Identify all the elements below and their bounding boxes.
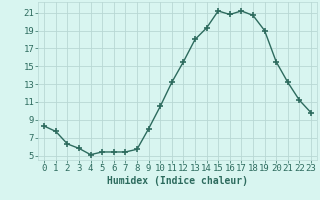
X-axis label: Humidex (Indice chaleur): Humidex (Indice chaleur) bbox=[107, 176, 248, 186]
